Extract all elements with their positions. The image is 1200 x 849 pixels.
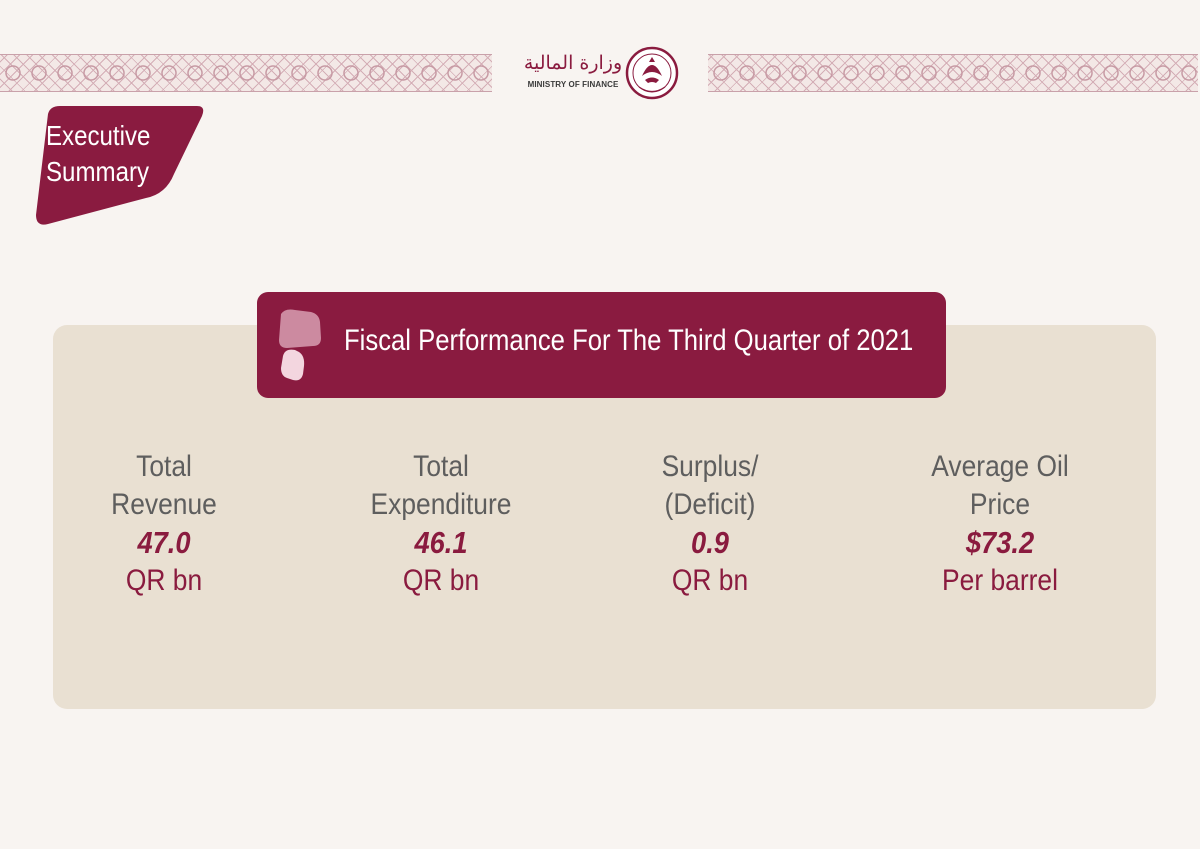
metric-label-line1: Surplus/ xyxy=(661,450,759,483)
metric-label-line2: Expenditure xyxy=(370,488,512,521)
decorative-pattern-band-left xyxy=(0,54,492,92)
metric-label-line2: Price xyxy=(969,488,1031,521)
section-title-line2: Summary xyxy=(46,156,150,187)
metric-unit: QR bn xyxy=(671,564,749,597)
metric-surplus-deficit: Surplus/ (Deficit) 0.9 QR bn xyxy=(580,448,840,600)
panel-heading-box: Fiscal Performance For The Third Quarter… xyxy=(257,292,946,398)
heading-decoration-icon xyxy=(279,309,321,381)
metric-value: 46.1 xyxy=(414,525,468,560)
metric-label-line1: Total xyxy=(136,450,192,483)
executive-summary-tab-shape xyxy=(36,106,204,225)
metric-total-expenditure: Total Expenditure 46.1 QR bn xyxy=(311,448,571,600)
metric-label-line2: (Deficit) xyxy=(664,488,756,521)
section-title-line1: Executive xyxy=(46,120,151,151)
metric-unit: QR bn xyxy=(402,564,480,597)
metric-total-revenue: Total Revenue 47.0 QR bn xyxy=(34,448,294,600)
ministry-name-english: MINISTRY OF FINANCE xyxy=(527,80,619,89)
decorative-pattern-band-right xyxy=(708,54,1198,92)
ministry-logo: وزارة المالية MINISTRY OF FINANCE xyxy=(515,44,685,104)
metric-label-line2: Revenue xyxy=(111,488,217,521)
section-title: Executive Summary xyxy=(46,118,166,190)
metric-average-oil-price: Average Oil Price $73.2 Per barrel xyxy=(870,448,1130,600)
ministry-name-arabic: وزارة المالية xyxy=(523,52,623,74)
metric-unit: QR bn xyxy=(125,564,203,597)
metric-value: $73.2 xyxy=(965,525,1035,560)
metric-value: 0.9 xyxy=(691,525,729,560)
metric-label-line1: Average Oil xyxy=(931,450,1069,483)
metric-value: 47.0 xyxy=(137,525,191,560)
panel-heading-text: Fiscal Performance For The Third Quarter… xyxy=(344,324,914,357)
metric-unit: Per barrel xyxy=(942,564,1058,597)
metric-label-line1: Total xyxy=(413,450,469,483)
state-emblem-icon xyxy=(625,46,679,100)
